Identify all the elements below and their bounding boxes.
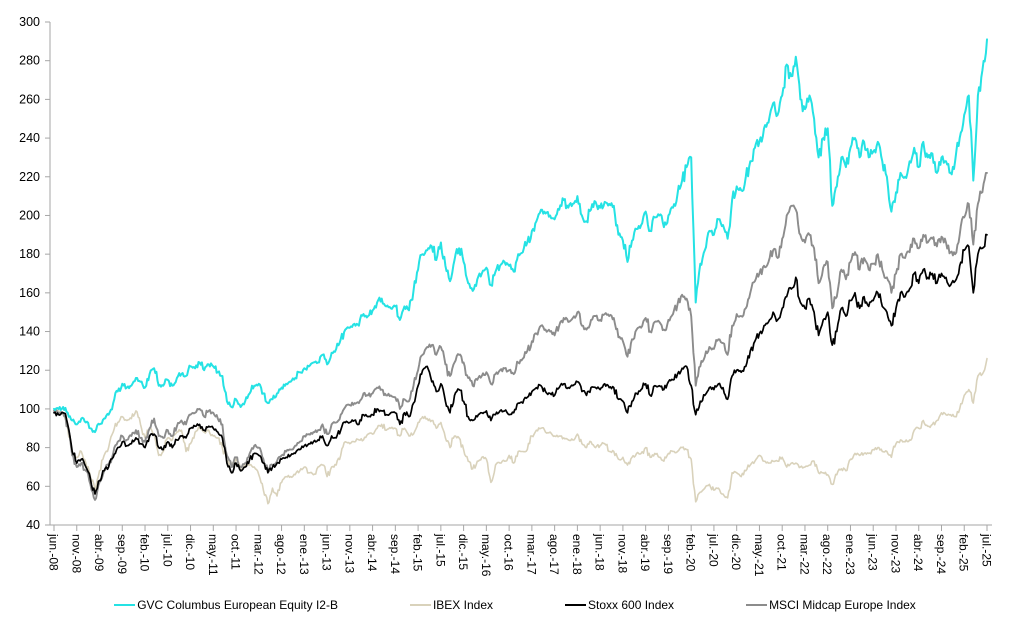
legend-swatch-gvc-columbus bbox=[114, 603, 136, 607]
y-tick-label: 180 bbox=[19, 247, 40, 261]
legend-label-msci-midcap: MSCI Midcap Europe Index bbox=[769, 598, 916, 612]
x-tick-label: sep.-09 bbox=[115, 534, 129, 574]
x-tick-label: mar.-17 bbox=[524, 534, 538, 575]
y-tick-label: 40 bbox=[26, 518, 40, 532]
x-tick-label: nov.-23 bbox=[888, 534, 902, 573]
x-tick-label: ago.-12 bbox=[274, 534, 288, 575]
x-tick-label: abr.-14 bbox=[365, 534, 379, 572]
legend-item-ibex: IBEX Index bbox=[409, 598, 493, 612]
line-chart-svg: 300 280 260 240 220 200 180 160 140 120 100 80 60 40 j… bbox=[19, 15, 994, 577]
axis-lines bbox=[49, 22, 992, 526]
x-tick-label: oct.-16 bbox=[502, 534, 516, 571]
y-tick-label: 80 bbox=[26, 441, 40, 455]
x-tick-label: jun.-13 bbox=[320, 533, 334, 571]
legend-label-gvc-columbus: GVC Columbus European Equity I2-B bbox=[137, 598, 338, 612]
y-tick-label: 160 bbox=[19, 286, 40, 300]
legend-swatch-msci-midcap bbox=[746, 603, 768, 607]
series-line-gvc-columbus-european-equity-i2-b bbox=[53, 38, 988, 434]
y-tick-label: 220 bbox=[19, 170, 40, 184]
y-tick-label: 280 bbox=[19, 54, 40, 68]
series-line-msci-midcap-europe-index bbox=[53, 171, 988, 501]
x-tick-label: nov.-08 bbox=[69, 534, 83, 573]
x-tick-label: ene.-23 bbox=[843, 534, 857, 575]
legend-swatch-ibex bbox=[409, 603, 431, 607]
x-tick-label: feb.-10 bbox=[138, 534, 152, 572]
x-tick-label: abr.-24 bbox=[911, 534, 925, 572]
x-tick-label: jul.-25 bbox=[980, 533, 994, 567]
x-tick-label: mar.-22 bbox=[797, 534, 811, 575]
x-tick-label: dic.-15 bbox=[456, 534, 470, 570]
x-tick-label: mar.-12 bbox=[251, 534, 265, 575]
x-tick-label: jun.-08 bbox=[47, 533, 61, 571]
legend-label-stoxx-600: Stoxx 600 Index bbox=[588, 598, 675, 612]
y-tick-label: 260 bbox=[19, 92, 40, 106]
y-tick-label: 60 bbox=[26, 479, 40, 493]
y-tick-label: 140 bbox=[19, 325, 40, 339]
x-tick-label: nov.-18 bbox=[615, 534, 629, 573]
x-tick-label: ago.-22 bbox=[820, 534, 834, 575]
x-tick-label: sep.-19 bbox=[661, 534, 675, 574]
x-tick-label: may.-16 bbox=[479, 534, 493, 577]
x-axis-labels: jun.-08 nov.-08 abr.-09 sep.-09 feb.-10 jul.-… bbox=[47, 533, 994, 577]
x-tick-label: ene.-18 bbox=[570, 534, 584, 575]
x-tick-label: nov.-13 bbox=[342, 534, 356, 573]
legend-item-stoxx-600: Stoxx 600 Index bbox=[565, 598, 674, 612]
x-tick-label: oct.-11 bbox=[229, 534, 243, 570]
legend-swatch-stoxx-600 bbox=[565, 603, 586, 607]
x-tick-label: jul.-10 bbox=[160, 533, 174, 567]
y-tick-label: 100 bbox=[19, 402, 40, 416]
legend-item-msci-midcap: MSCI Midcap Europe Index bbox=[746, 598, 916, 612]
x-tick-label: jun.-23 bbox=[866, 533, 880, 571]
x-tick-label: dic.-20 bbox=[729, 534, 743, 570]
x-tick-label: abr.-19 bbox=[638, 534, 652, 572]
x-tick-label: ago.-17 bbox=[547, 534, 561, 575]
x-tick-label: ene.-13 bbox=[297, 534, 311, 575]
y-axis-labels: 300 280 260 240 220 200 180 160 140 120 100 80 60 40 bbox=[19, 15, 40, 532]
x-tick-label: jun.-18 bbox=[593, 533, 607, 571]
x-tick-label: sep.-24 bbox=[934, 534, 948, 574]
axes bbox=[45, 21, 992, 531]
x-tick-label: jul.-20 bbox=[706, 533, 720, 567]
legend-label-ibex: IBEX Index bbox=[432, 598, 493, 612]
y-tick-label: 120 bbox=[19, 363, 40, 377]
x-tick-label: may.-21 bbox=[752, 534, 766, 577]
x-tick-label: sep.-14 bbox=[388, 534, 402, 574]
x-tick-label: dic.-10 bbox=[183, 534, 197, 570]
y-tick-label: 200 bbox=[19, 208, 40, 222]
x-tick-label: feb.-15 bbox=[411, 534, 425, 572]
x-tick-label: feb.-25 bbox=[957, 534, 971, 572]
x-tick-label: jul.-15 bbox=[433, 533, 447, 567]
x-tick-label: may.-11 bbox=[206, 534, 220, 576]
series-line-ibex-index bbox=[53, 357, 988, 505]
x-tick-label: abr.-09 bbox=[92, 534, 106, 572]
x-tick-label: feb.-20 bbox=[684, 534, 698, 572]
series-line-stoxx-600-index bbox=[53, 233, 988, 495]
legend-item-gvc-columbus: GVC Columbus European Equity I2-B bbox=[114, 598, 338, 612]
y-tick-label: 240 bbox=[19, 131, 40, 145]
y-tick-label: 300 bbox=[19, 15, 40, 29]
chart-legend: GVC Columbus European Equity I2-B IBEX I… bbox=[0, 598, 1030, 612]
x-tick-label: oct.-21 bbox=[775, 534, 789, 571]
